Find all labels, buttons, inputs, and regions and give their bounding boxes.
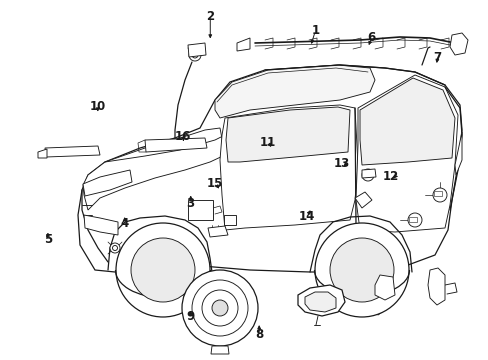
Text: 2: 2	[206, 10, 214, 23]
Text: 3: 3	[186, 197, 194, 210]
Polygon shape	[78, 65, 461, 272]
Polygon shape	[454, 132, 461, 175]
Text: 14: 14	[298, 210, 315, 222]
Polygon shape	[187, 43, 205, 57]
Text: 5: 5	[44, 233, 52, 246]
Text: 4: 4	[121, 217, 128, 230]
Polygon shape	[207, 226, 227, 237]
Polygon shape	[84, 215, 118, 235]
Polygon shape	[237, 38, 249, 51]
Circle shape	[110, 243, 120, 253]
Bar	[433, 190, 441, 195]
Text: 13: 13	[333, 157, 350, 170]
Circle shape	[112, 246, 117, 251]
Polygon shape	[83, 170, 132, 196]
Bar	[408, 216, 416, 221]
Circle shape	[432, 188, 446, 202]
Circle shape	[192, 52, 198, 58]
Text: 8: 8	[255, 328, 263, 341]
Text: 12: 12	[382, 170, 399, 183]
Polygon shape	[215, 65, 374, 118]
Polygon shape	[225, 107, 349, 162]
Circle shape	[212, 300, 227, 316]
Polygon shape	[297, 285, 345, 316]
Text: 1: 1	[311, 24, 319, 37]
Circle shape	[314, 223, 408, 317]
Circle shape	[189, 49, 201, 61]
Text: 6: 6	[367, 31, 375, 44]
Text: 11: 11	[259, 136, 276, 149]
Polygon shape	[427, 268, 444, 305]
Polygon shape	[38, 149, 47, 158]
Polygon shape	[305, 292, 335, 312]
Polygon shape	[220, 105, 357, 230]
Polygon shape	[355, 75, 457, 232]
Polygon shape	[210, 346, 228, 354]
Polygon shape	[145, 138, 206, 152]
Circle shape	[131, 238, 195, 302]
Bar	[187, 200, 212, 220]
Text: 9: 9	[186, 310, 194, 323]
Circle shape	[329, 238, 393, 302]
Polygon shape	[359, 78, 454, 165]
Text: 7: 7	[433, 51, 441, 64]
Circle shape	[202, 290, 238, 326]
Polygon shape	[354, 192, 371, 208]
Polygon shape	[449, 33, 467, 55]
Polygon shape	[45, 146, 100, 157]
Polygon shape	[361, 169, 375, 178]
Text: 10: 10	[89, 100, 106, 113]
Circle shape	[361, 169, 373, 181]
Text: 16: 16	[175, 130, 191, 143]
Circle shape	[182, 270, 258, 346]
Polygon shape	[374, 275, 394, 300]
Circle shape	[192, 280, 247, 336]
Circle shape	[407, 213, 421, 227]
Polygon shape	[83, 128, 224, 210]
Circle shape	[116, 223, 209, 317]
Bar	[224, 215, 236, 225]
Text: 15: 15	[206, 177, 223, 190]
